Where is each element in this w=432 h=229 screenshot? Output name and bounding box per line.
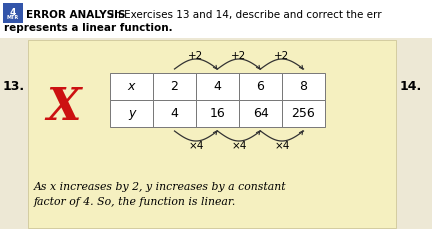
Text: +2: +2 (232, 51, 247, 61)
FancyBboxPatch shape (153, 73, 196, 100)
Text: 8: 8 (299, 80, 308, 93)
FancyBboxPatch shape (239, 73, 282, 100)
Text: In Exercises 13 and 14, describe and correct the err: In Exercises 13 and 14, describe and cor… (108, 10, 381, 20)
Text: 14.: 14. (400, 80, 422, 93)
Text: 256: 256 (292, 107, 315, 120)
Text: ×4: ×4 (231, 141, 247, 151)
FancyBboxPatch shape (239, 100, 282, 127)
FancyBboxPatch shape (110, 100, 153, 127)
Text: represents a linear function.: represents a linear function. (4, 23, 173, 33)
Text: +2: +2 (274, 51, 289, 61)
FancyBboxPatch shape (282, 100, 325, 127)
Text: 64: 64 (253, 107, 268, 120)
Text: X: X (47, 85, 81, 128)
Text: ×4: ×4 (188, 141, 203, 151)
FancyBboxPatch shape (282, 73, 325, 100)
FancyBboxPatch shape (110, 73, 153, 100)
FancyBboxPatch shape (196, 73, 239, 100)
FancyBboxPatch shape (3, 3, 23, 23)
Text: ERROR ANALYSIS: ERROR ANALYSIS (26, 10, 126, 20)
Text: x: x (128, 80, 135, 93)
Text: 6: 6 (257, 80, 264, 93)
FancyBboxPatch shape (153, 100, 196, 127)
Text: +2: +2 (188, 51, 203, 61)
Text: 16: 16 (210, 107, 226, 120)
Text: MTR: MTR (7, 15, 19, 20)
Text: factor of 4. So, the function is linear.: factor of 4. So, the function is linear. (34, 197, 236, 207)
Text: ×4: ×4 (274, 141, 290, 151)
Text: 2: 2 (171, 80, 178, 93)
Text: 4: 4 (171, 107, 178, 120)
Text: y: y (128, 107, 135, 120)
Text: 4: 4 (213, 80, 222, 93)
Text: As x increases by 2, y increases by a constant: As x increases by 2, y increases by a co… (34, 182, 286, 192)
Text: 4: 4 (10, 8, 16, 17)
Text: 13.: 13. (3, 80, 25, 93)
FancyBboxPatch shape (196, 100, 239, 127)
FancyBboxPatch shape (28, 40, 396, 228)
FancyBboxPatch shape (0, 0, 432, 38)
